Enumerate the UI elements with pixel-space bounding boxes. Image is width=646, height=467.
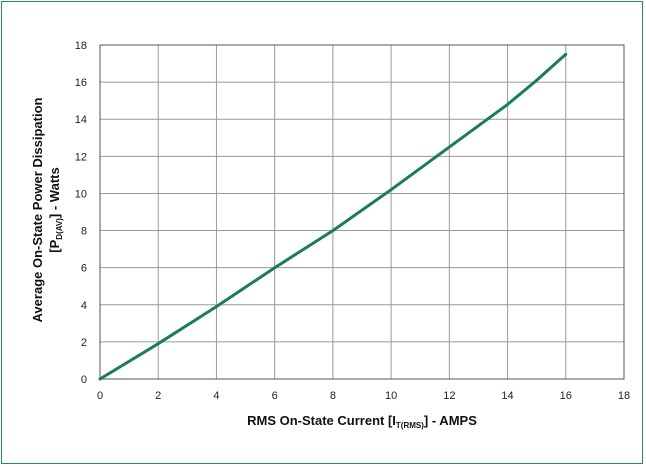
y-tick-label: 0 xyxy=(81,374,87,386)
y-axis-title-line2-sub: D(AV) xyxy=(55,218,64,240)
y-tick-labels: 0 2 4 6 8 10 12 14 16 18 xyxy=(75,40,87,386)
x-tick-label: 4 xyxy=(213,390,219,402)
y-tick-label: 8 xyxy=(81,226,87,238)
x-axis-title-sub: T(RMS) xyxy=(396,421,424,430)
x-tick-labels: 0 2 4 6 8 10 12 14 16 18 xyxy=(97,390,630,402)
x-tick-label: 14 xyxy=(501,390,513,402)
plot-area-border xyxy=(99,44,625,380)
x-tick-label: 0 xyxy=(97,390,103,402)
x-axis-title: RMS On-State Current [IT(RMS)] - AMPS xyxy=(247,413,477,430)
x-tick-label: 12 xyxy=(443,390,455,402)
y-axis-title-line1: Average On-State Power Dissipation xyxy=(30,97,45,322)
x-tick-label: 8 xyxy=(330,390,336,402)
series xyxy=(98,52,568,381)
x-axis-title-suffix: ] - AMPS xyxy=(424,413,477,428)
y-tick-label: 2 xyxy=(81,337,87,349)
x-tick-label: 10 xyxy=(385,390,397,402)
x-tick-label: 6 xyxy=(272,390,278,402)
y-tick-label: 6 xyxy=(81,263,87,275)
x-tick-label: 2 xyxy=(155,390,161,402)
y-axis-title-line2-suffix: ] - Watts xyxy=(47,167,62,218)
x-tick-label: 18 xyxy=(618,390,630,402)
y-tick-label: 10 xyxy=(75,188,87,200)
y-tick-label: 16 xyxy=(75,77,87,89)
y-axis-title-line2: [PD(AV)] - Watts xyxy=(47,167,64,252)
y-tick-label: 18 xyxy=(75,40,87,52)
y-axis-title-line2-main: [P xyxy=(47,239,62,252)
power-dissipation-line xyxy=(98,52,568,381)
x-axis-title-main: RMS On-State Current [I xyxy=(247,413,396,428)
y-tick-label: 12 xyxy=(75,151,87,163)
grid xyxy=(99,44,625,380)
x-tick-label: 16 xyxy=(560,390,572,402)
y-tick-label: 14 xyxy=(75,114,87,126)
y-tick-label: 4 xyxy=(81,300,87,312)
